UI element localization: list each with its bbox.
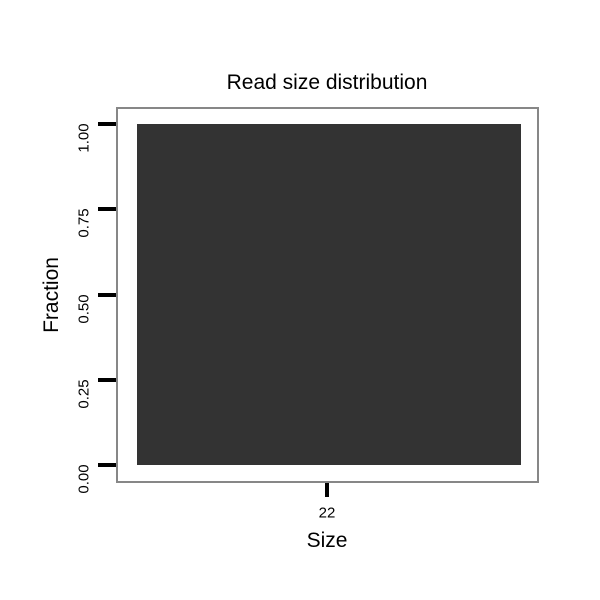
y-axis-tick-label: 0.50 — [75, 294, 93, 324]
y-axis-tick-label: 0.25 — [75, 379, 93, 409]
y-axis-tick-0.00 — [98, 463, 116, 467]
x-axis-title: Size — [306, 529, 348, 552]
y-axis-tick-1.00 — [98, 122, 116, 126]
y-axis-tick-0.75 — [98, 207, 116, 211]
y-axis-tick-0.50 — [98, 293, 116, 297]
y-axis-tick-label: 0.00 — [75, 464, 93, 494]
y-axis-tick-0.25 — [98, 378, 116, 382]
y-axis-title: Fraction — [40, 257, 63, 333]
y-axis-tick-label: 0.75 — [75, 208, 93, 238]
bar-size-22 — [137, 124, 521, 465]
x-axis-tick-22 — [325, 483, 329, 497]
y-axis-tick-label: 1.00 — [75, 123, 93, 153]
chart-title: Read size distribution — [226, 71, 428, 94]
x-axis-tick-label: 22 — [318, 504, 336, 522]
